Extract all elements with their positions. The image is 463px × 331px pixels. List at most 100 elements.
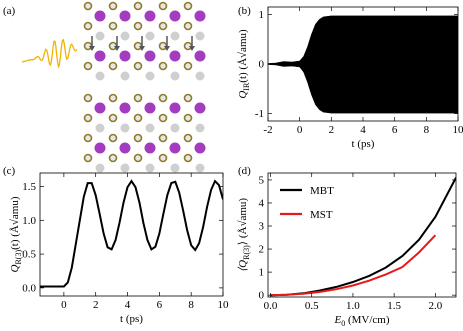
x-tick-label: 0.5	[305, 300, 319, 312]
axis-label: E0 (MV/cm)	[333, 314, 389, 328]
y-tick-label: 1.0	[22, 215, 36, 227]
atom-olive	[183, 113, 193, 123]
oscillation-envelope	[268, 15, 458, 65]
atom-gray	[195, 31, 205, 41]
atom-olive	[83, 153, 93, 163]
atom-olive	[158, 61, 168, 71]
x-tick-label: 8	[188, 299, 194, 311]
axis-label: ⟨QR(3)⟩ (Å√amu)	[237, 198, 251, 273]
axis-label-part: (t) (Å√amu)	[9, 196, 21, 250]
x-tick-label: 10	[218, 299, 230, 311]
atom-purple	[119, 10, 131, 22]
oscillation-envelope	[268, 63, 458, 114]
atom-olive	[133, 113, 143, 123]
atom-olive	[183, 21, 193, 31]
atom-olive	[108, 93, 118, 103]
atom-olive	[158, 93, 168, 103]
line	[270, 177, 456, 297]
y-tick-label: 1	[259, 267, 265, 279]
atom-gray	[95, 31, 105, 41]
atom-olive	[108, 113, 118, 123]
atom-purple	[169, 142, 181, 154]
atom-purple	[194, 50, 206, 62]
axis-label-part: E	[333, 314, 341, 326]
axis-label-part: 0	[341, 319, 345, 328]
legend-label: MBT	[310, 185, 334, 197]
x-tick-label: 6	[157, 299, 163, 311]
plot-area	[270, 177, 456, 297]
y-tick-label: 0.0	[22, 282, 36, 294]
atom-olive	[133, 153, 143, 163]
atom-purple	[169, 102, 181, 114]
axis-label-part: Q	[9, 265, 21, 273]
axis-label-part: (MV/cm)	[345, 314, 390, 326]
atom-olive	[133, 1, 143, 11]
x-tick-label: 1.0	[346, 300, 360, 312]
atom-olive	[83, 93, 93, 103]
x-tick-label: 10	[453, 124, 463, 136]
atom-olive	[133, 93, 143, 103]
y-tick-label: 1.5	[22, 181, 36, 193]
y-tick-label: 4	[259, 197, 265, 209]
atom-olive	[83, 113, 93, 123]
atom-olive	[83, 1, 93, 11]
y-tick-label: 2	[259, 244, 265, 256]
atom-gray	[170, 123, 180, 133]
panel-label: (d)	[238, 165, 251, 177]
atom-gray	[195, 71, 205, 81]
atom-gray	[170, 31, 180, 41]
arrow-head	[114, 46, 120, 51]
x-tick-label: 8	[424, 124, 430, 136]
atom-gray	[95, 123, 105, 133]
atom-purple	[94, 102, 106, 114]
atom-olive	[158, 153, 168, 163]
plot-area	[268, 15, 458, 114]
arrow-head	[164, 46, 170, 51]
atom-olive	[108, 133, 118, 143]
atom-purple	[144, 102, 156, 114]
legend-label: MST	[310, 209, 333, 221]
atom-gray	[120, 71, 130, 81]
crystal-illustration	[21, 1, 206, 173]
plot-frame	[267, 172, 457, 298]
axis-label: QR(3)(t) (Å√amu)	[9, 196, 23, 272]
atom-gray	[145, 31, 155, 41]
x-tick-label: 2	[93, 299, 99, 311]
atom-olive	[83, 21, 93, 31]
x-tick-label: 0.0	[264, 300, 278, 312]
atom-olive	[183, 153, 193, 163]
atom-olive	[183, 61, 193, 71]
axis-label: t (ps)	[352, 138, 375, 150]
atom-olive	[133, 61, 143, 71]
atom-olive	[108, 21, 118, 31]
atom-purple	[94, 142, 106, 154]
atom-gray	[120, 123, 130, 133]
panel-label: (b)	[238, 5, 251, 17]
atom-olive	[183, 133, 193, 143]
atom-gray	[195, 123, 205, 133]
atom-olive	[183, 1, 193, 11]
atom-gray	[120, 163, 130, 173]
axis-label: t (ps)	[120, 313, 143, 325]
atom-purple	[94, 10, 106, 22]
y-tick-label: 0	[259, 59, 265, 71]
atom-olive	[158, 21, 168, 31]
atom-gray	[170, 163, 180, 173]
atom-gray	[145, 123, 155, 133]
atom-purple	[169, 10, 181, 22]
atom-gray	[145, 71, 155, 81]
atom-olive	[108, 153, 118, 163]
plot-frame	[39, 172, 224, 297]
x-tick-label: 2.0	[429, 300, 443, 312]
x-tick-label: 4	[360, 124, 366, 136]
atom-gray	[145, 163, 155, 173]
atom-purple	[194, 102, 206, 114]
axis-label-part: Q	[237, 91, 249, 99]
axis-label-part: (t) (Å√amu)	[237, 29, 249, 83]
atom-purple	[94, 50, 106, 62]
atom-olive	[108, 61, 118, 71]
atom-olive	[83, 61, 93, 71]
atom-purple	[169, 50, 181, 62]
atom-olive	[133, 133, 143, 143]
atom-olive	[158, 113, 168, 123]
